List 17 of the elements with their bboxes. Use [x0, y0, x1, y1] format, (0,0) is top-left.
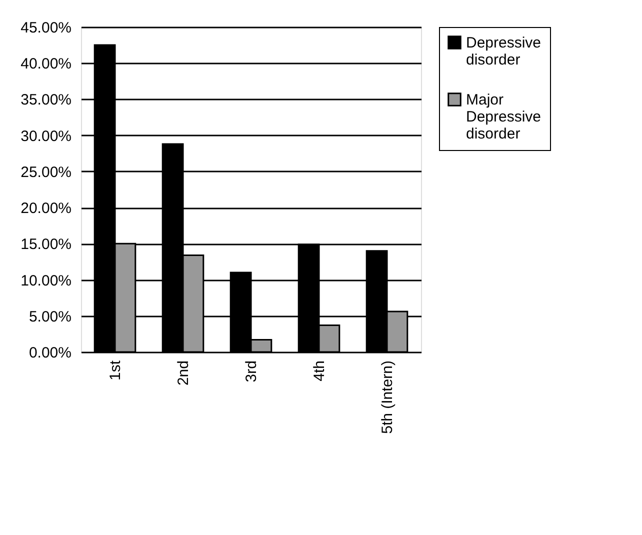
y-tick-label: 45.00%: [20, 20, 72, 36]
y-tick-label: 5.00%: [28, 308, 72, 326]
y-tick-label: 0.00%: [28, 344, 72, 362]
legend-label: Major Depressive disorder: [466, 92, 542, 142]
x-tick-label: 5th (Intern): [379, 360, 396, 434]
x-tick-label: 2nd: [175, 360, 192, 386]
y-tick-label: 20.00%: [20, 200, 72, 218]
legend-label: Depressive disorder: [466, 34, 542, 68]
x-tick-label: 4th: [311, 360, 328, 382]
y-tick-label: 25.00%: [20, 164, 72, 181]
x-tick-label: 1st: [107, 360, 124, 381]
y-tick-label: 15.00%: [20, 236, 72, 254]
y-tick-label: 35.00%: [20, 92, 72, 109]
x-tick-label: 3rd: [243, 360, 260, 382]
y-tick-label: 10.00%: [20, 272, 72, 290]
y-tick-label: 30.00%: [20, 128, 72, 145]
y-tick-label: 40.00%: [20, 56, 72, 73]
